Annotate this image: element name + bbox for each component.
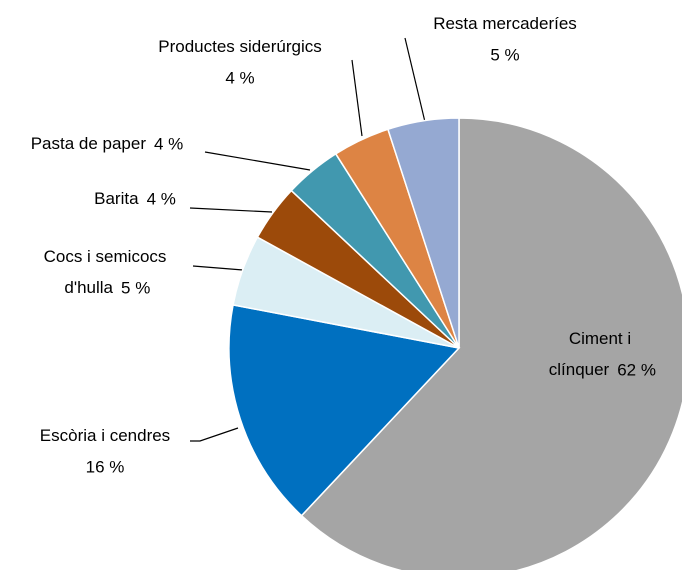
label-line: Resta mercaderíes (433, 14, 577, 33)
slice-value-label: 62 % (617, 360, 656, 379)
slice-label: Resta mercaderíes (433, 14, 577, 33)
slice-label: Escòria i cendres (40, 426, 170, 445)
leader-lines (189, 37, 426, 442)
label-line: Pasta de paper (31, 134, 147, 153)
slice-label: Barita (94, 189, 139, 208)
slice-value-label: 5 % (490, 45, 519, 64)
slice-value-label: 4 % (154, 134, 183, 153)
slice-label: Productes siderúrgics (158, 37, 321, 56)
label-line: clínquer (544, 360, 610, 379)
label-line: Escòria i cendres (40, 426, 170, 445)
slice-label: Cocs i semicocs d'hulla (44, 247, 167, 297)
label-line: Productes siderúrgics (158, 37, 321, 56)
slice-label: Ciment i clínquer (544, 329, 631, 379)
slice-label: Pasta de paper (31, 134, 147, 153)
slice-value-label: 4 % (225, 68, 254, 87)
leader-line (404, 37, 426, 123)
label-line: Barita (94, 189, 139, 208)
leader-line (192, 265, 244, 271)
leader-line (204, 151, 311, 171)
pie-slice (300, 117, 682, 570)
slice-value-label: 4 % (147, 189, 176, 208)
leader-line (189, 207, 273, 213)
label-line: d'hulla (60, 278, 114, 297)
slice-value-label: 5 % (121, 278, 150, 297)
pie-slice (386, 117, 460, 349)
leader-line (351, 59, 363, 137)
slices (228, 117, 682, 570)
pie-slice (228, 304, 461, 517)
label-line: Cocs i semicocs (44, 247, 167, 266)
leader-line (190, 427, 239, 442)
label-line: Ciment i (569, 329, 631, 348)
slice-value-label: 16 % (86, 457, 125, 476)
